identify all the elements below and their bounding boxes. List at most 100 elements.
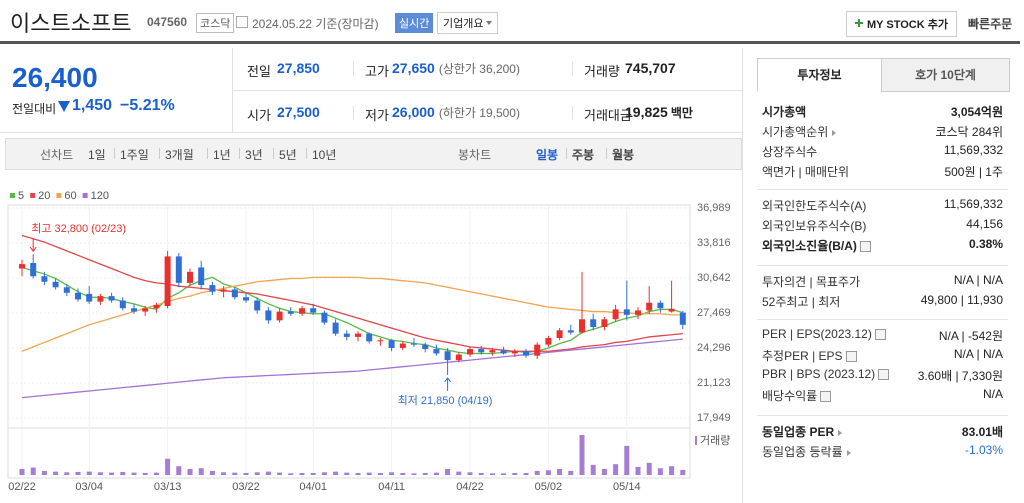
candle-body (332, 322, 339, 334)
volume-bar (120, 471, 126, 475)
candle-body (41, 276, 48, 282)
volume-bar (601, 468, 607, 475)
y-tick-label: 24,296 (697, 342, 731, 354)
high-label: 최고 32,800 (02/23) (31, 222, 126, 235)
company-button[interactable]: 기업개요 (437, 12, 499, 34)
info-label: 투자의견 | 목표주가 (762, 273, 860, 290)
candle-body (265, 310, 272, 321)
info-label: 시가총액순위 (762, 123, 837, 140)
info-label: 외국인한도주식수(A) (762, 197, 866, 214)
candle-body (175, 256, 182, 283)
ma-line (21, 338, 683, 399)
period-tab[interactable]: 10년 (312, 148, 337, 162)
candle-body (411, 343, 417, 345)
help-icon[interactable] (874, 329, 886, 341)
info-label: 액면가 | 매매단위 (762, 163, 849, 180)
y-tick-label: 36,989 (697, 202, 731, 214)
candle-tab[interactable]: 주봉 (572, 148, 595, 162)
volume-bar (501, 473, 507, 475)
candle-body (444, 351, 451, 361)
info-value: 11,569,332 (943, 143, 1003, 157)
candle-body (422, 344, 429, 350)
volume-bar (389, 472, 395, 475)
volume-bar (321, 472, 327, 475)
help-icon[interactable] (859, 241, 871, 253)
info-tab[interactable]: 투자정보 (757, 58, 882, 92)
info-label-text: 외국인소진율(B/A) (762, 239, 857, 253)
volume-bar (187, 468, 193, 475)
period-sep (606, 148, 607, 159)
volume-bar (165, 458, 171, 475)
info-label: 배당수익률 (762, 387, 832, 404)
y-tick-label: 27,469 (697, 307, 731, 319)
candle-body (63, 287, 70, 293)
period-tab[interactable]: 3년 (245, 148, 263, 162)
stat-divider (353, 62, 354, 76)
realtime-button[interactable]: 실시간 (395, 13, 434, 33)
candle-chart-label: 봉차트 (458, 148, 492, 162)
info-label: 동일업종 PER (762, 423, 843, 440)
info-label: 외국인소진율(B/A) (762, 237, 871, 254)
x-tick-label: 02/22 (8, 481, 36, 493)
candle-body (287, 311, 294, 314)
candle-body (310, 308, 317, 313)
info-label-text: 액면가 | 매매단위 (762, 165, 850, 179)
help-icon[interactable] (845, 351, 857, 363)
info-label-text: 배당수익률 (762, 389, 818, 403)
period-sep (207, 148, 208, 159)
dropdown-icon (486, 21, 493, 25)
stat-number: 26,000 (392, 104, 435, 120)
candle-body (399, 343, 406, 348)
info-value: -1.03% (964, 443, 1003, 457)
candle-body (164, 256, 171, 307)
volume-bar (624, 445, 630, 475)
candle-tab[interactable]: 월봉 (612, 148, 635, 162)
period-sep (306, 148, 307, 159)
volume-bar (19, 468, 25, 475)
x-tick-label: 04/01 (299, 481, 327, 493)
candle-body (220, 289, 227, 292)
period-tab[interactable]: 5년 (279, 148, 297, 162)
change-value: 1,450 (72, 97, 113, 114)
candle-body (119, 300, 126, 309)
arrow-head (29, 246, 37, 253)
header-rule (0, 41, 1020, 44)
period-tab[interactable]: 1일 (88, 148, 106, 162)
legend-swatch (56, 193, 62, 198)
volume-bar (478, 472, 484, 475)
down-triangle (58, 101, 70, 112)
candle-body (523, 351, 529, 356)
help-icon[interactable] (878, 369, 890, 381)
volume-bar (411, 473, 417, 475)
candle-body (545, 338, 552, 345)
volume-bar (456, 471, 462, 475)
info-tab[interactable]: 호가 10단계 (881, 58, 1010, 92)
x-tick-label: 03/22 (232, 481, 260, 493)
stat-number: 27,850 (277, 60, 320, 76)
legend-swatch (30, 193, 36, 198)
candle-body (668, 308, 675, 312)
info-value: 44,156 (966, 217, 1003, 231)
candle-body (19, 264, 25, 269)
period-tab[interactable]: 1주일 (120, 148, 149, 162)
info-label-text: 상장주식수 (762, 145, 818, 159)
stat-label: 저가 (365, 108, 389, 123)
candle-body (142, 308, 149, 312)
volume-bar (590, 464, 596, 475)
volume-bar (209, 470, 215, 475)
help-icon[interactable] (820, 391, 832, 403)
info-label-text: 투자의견 | 목표주가 (762, 275, 861, 289)
period-tab[interactable]: 1년 (213, 148, 231, 162)
stat-value: 26,000 (하한가 19,500) (392, 104, 520, 121)
plus-v (858, 19, 860, 27)
mystock-button[interactable]: MY STOCK 추가 (846, 11, 957, 37)
info-label: 추정PER | EPS (762, 347, 857, 364)
volume-bar (142, 472, 148, 475)
volume-bar (680, 469, 686, 475)
candle-tab[interactable]: 일봉 (536, 148, 559, 162)
quote-row-rule (232, 90, 742, 91)
info-label-text: PER | EPS(2023.12) (762, 327, 872, 341)
period-tab[interactable]: 3개월 (165, 148, 194, 162)
quick-order[interactable]: 빠른주문 (968, 17, 1013, 31)
